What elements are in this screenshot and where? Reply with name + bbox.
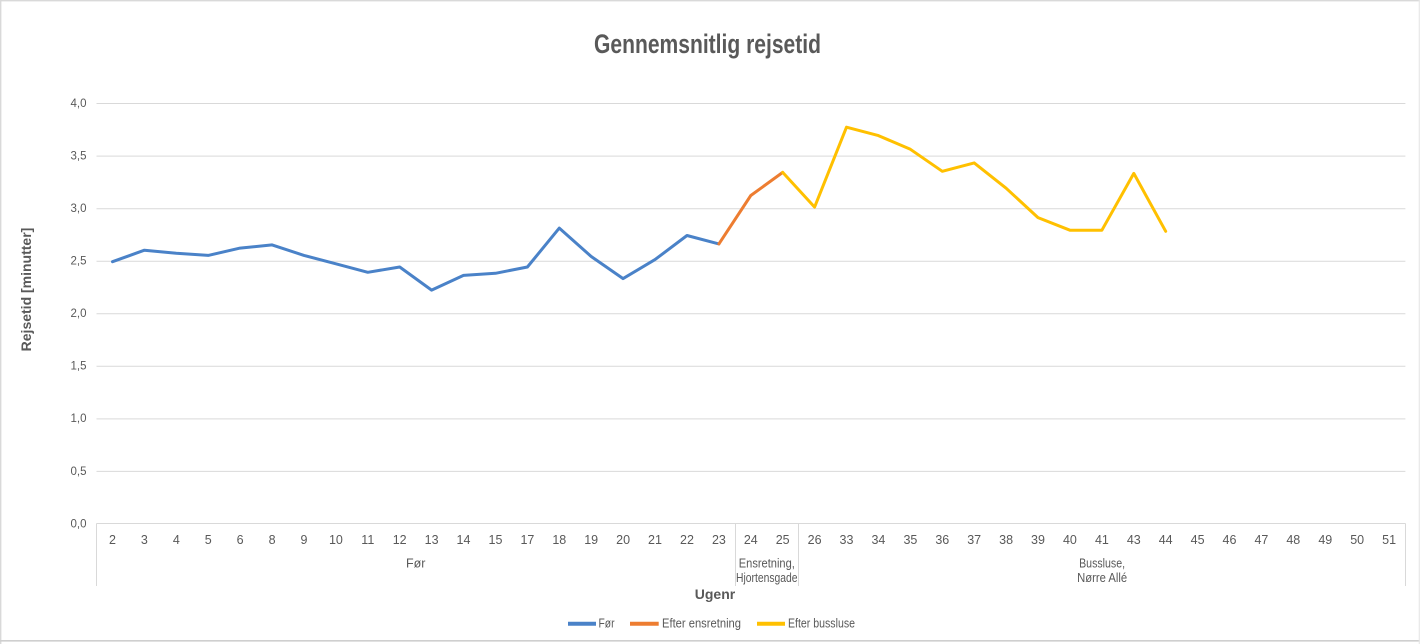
svg-text:Hjortensgade: Hjortensgade <box>736 571 798 585</box>
svg-text:34: 34 <box>871 533 885 547</box>
svg-text:9: 9 <box>301 533 308 547</box>
svg-text:50: 50 <box>1350 533 1364 547</box>
svg-text:4: 4 <box>173 533 180 547</box>
svg-text:44: 44 <box>1159 533 1173 547</box>
svg-text:2,5: 2,5 <box>71 256 87 268</box>
svg-text:10: 10 <box>329 533 343 547</box>
svg-text:46: 46 <box>1223 533 1237 547</box>
svg-text:Før: Før <box>406 556 425 570</box>
svg-text:Før: Før <box>599 617 615 631</box>
svg-text:3: 3 <box>141 533 148 547</box>
svg-text:36: 36 <box>935 533 949 547</box>
svg-text:12: 12 <box>393 533 407 547</box>
svg-text:24: 24 <box>744 533 758 547</box>
svg-text:26: 26 <box>808 533 822 547</box>
svg-text:0,5: 0,5 <box>71 466 87 478</box>
svg-text:40: 40 <box>1063 533 1077 547</box>
svg-text:15: 15 <box>489 533 503 547</box>
svg-text:19: 19 <box>584 533 598 547</box>
svg-text:11: 11 <box>361 533 374 547</box>
svg-text:Nørre Allé: Nørre Allé <box>1077 571 1127 585</box>
svg-text:Ensretning,: Ensretning, <box>739 556 795 570</box>
svg-text:3,0: 3,0 <box>71 203 87 215</box>
svg-text:3,5: 3,5 <box>71 151 87 163</box>
svg-text:38: 38 <box>999 533 1013 547</box>
svg-text:2: 2 <box>109 533 116 547</box>
svg-text:43: 43 <box>1127 533 1141 547</box>
svg-text:22: 22 <box>680 533 694 547</box>
svg-text:45: 45 <box>1191 533 1205 547</box>
svg-text:8: 8 <box>269 533 276 547</box>
svg-text:14: 14 <box>457 533 471 547</box>
svg-text:20: 20 <box>616 533 630 547</box>
svg-text:35: 35 <box>903 533 917 547</box>
svg-text:17: 17 <box>520 533 534 547</box>
svg-text:51: 51 <box>1382 533 1396 547</box>
svg-text:Ugenr: Ugenr <box>695 586 736 602</box>
svg-text:Bussluse,: Bussluse, <box>1079 556 1125 570</box>
svg-text:1,5: 1,5 <box>71 361 87 373</box>
svg-text:47: 47 <box>1254 533 1268 547</box>
svg-text:41: 41 <box>1095 533 1109 547</box>
svg-text:0,0: 0,0 <box>71 518 87 530</box>
svg-text:48: 48 <box>1286 533 1300 547</box>
svg-text:Gennemsnitlig rejsetid: Gennemsnitlig rejsetid <box>594 29 821 59</box>
svg-text:Efter bussluse: Efter bussluse <box>788 617 855 631</box>
svg-text:6: 6 <box>237 533 244 547</box>
svg-text:13: 13 <box>425 533 439 547</box>
svg-text:1,0: 1,0 <box>71 413 87 425</box>
svg-text:Rejsetid [minutter]: Rejsetid [minutter] <box>18 228 34 352</box>
svg-text:25: 25 <box>776 533 790 547</box>
svg-text:39: 39 <box>1031 533 1045 547</box>
svg-text:Efter ensretning: Efter ensretning <box>662 617 741 631</box>
svg-text:49: 49 <box>1318 533 1332 547</box>
svg-text:4,0: 4,0 <box>71 98 87 110</box>
svg-text:2,0: 2,0 <box>71 308 87 320</box>
svg-text:5: 5 <box>205 533 212 547</box>
svg-text:37: 37 <box>967 533 981 547</box>
svg-text:23: 23 <box>712 533 726 547</box>
svg-text:33: 33 <box>840 533 854 547</box>
svg-text:18: 18 <box>552 533 566 547</box>
svg-text:21: 21 <box>648 533 662 547</box>
